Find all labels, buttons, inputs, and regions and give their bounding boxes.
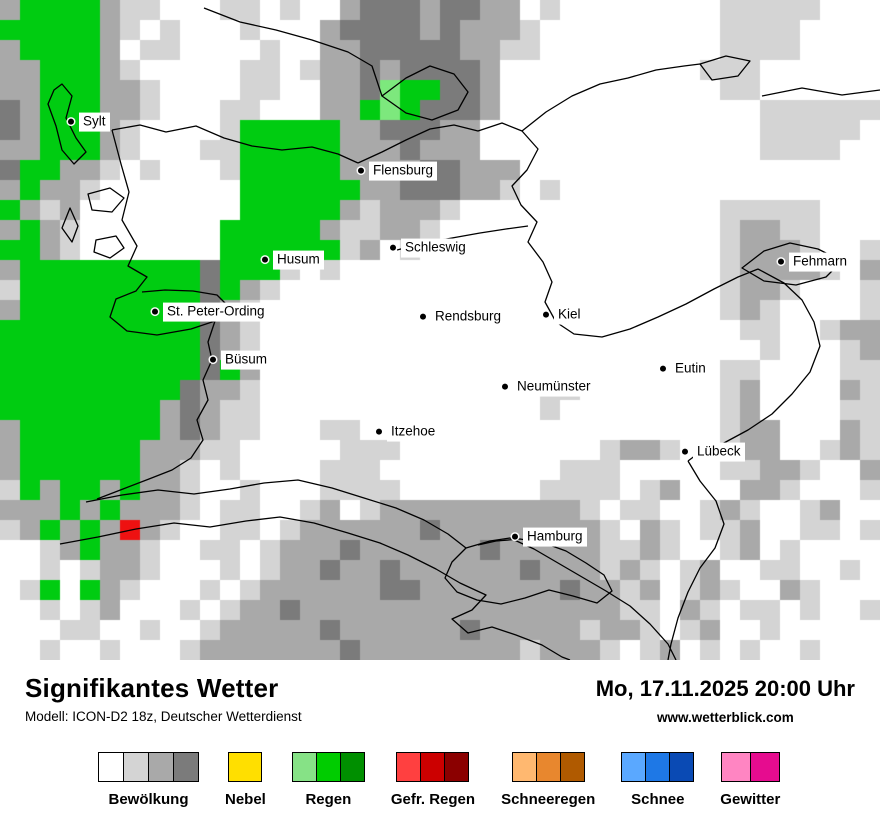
legend-swatch: [749, 752, 780, 782]
city-label: Kiel: [554, 305, 585, 325]
city-marker-hamburg: Hamburg: [512, 527, 587, 547]
legend-swatch: [669, 752, 695, 782]
map-title: Signifikantes Wetter: [25, 673, 279, 703]
legend-swatch-row: [291, 752, 365, 782]
legend-group-regen: Regen: [291, 752, 365, 808]
legend-label: Gewitter: [720, 791, 781, 808]
city-marker-husum: Husum: [262, 250, 324, 270]
legend-group-gewitter: Gewitter: [720, 752, 780, 808]
city-marker-rendsburg: Rendsburg: [420, 307, 506, 327]
city-marker-kiel: Kiel: [543, 305, 585, 325]
city-dot: [152, 309, 158, 315]
city-dot: [210, 357, 216, 363]
model-info: Modell: ICON-D2 18z, Deutscher Wetterdie…: [25, 709, 302, 724]
legend-swatch: [535, 752, 561, 782]
city-label: Sylt: [79, 112, 110, 132]
city-label: Flensburg: [369, 161, 438, 181]
map-footer: Signifikantes Wetter Modell: ICON-D2 18z…: [0, 660, 880, 830]
city-label: Büsum: [221, 350, 272, 370]
city-marker-l-beck: Lübeck: [682, 442, 745, 462]
legend-swatch-row: [228, 752, 263, 782]
legend-swatch: [98, 752, 124, 782]
city-label: Rendsburg: [431, 307, 506, 327]
city-label: Schleswig: [401, 238, 470, 258]
city-label: Lübeck: [693, 442, 745, 462]
legend-group-bew-lkung: Bewölkung: [98, 752, 199, 808]
legend-swatch: [396, 752, 422, 782]
city-marker-flensburg: Flensburg: [358, 161, 438, 181]
valid-datetime: Mo, 17.11.2025 20:00 Uhr: [595, 676, 855, 701]
website-url: www.wetterblick.com: [656, 710, 794, 725]
legend-swatch: [621, 752, 647, 782]
legend-swatch: [720, 752, 751, 782]
city-marker-sylt: Sylt: [68, 112, 110, 132]
legend-swatch-row: [621, 752, 695, 782]
legend-swatch: [228, 752, 263, 782]
legend-group-nebel: Nebel: [225, 752, 266, 808]
legend-label: Regen: [305, 791, 352, 808]
legend-swatch: [148, 752, 174, 782]
city-label: Fehmarn: [789, 252, 852, 272]
legend-group-schneeregen: Schneeregen: [501, 752, 595, 808]
city-label: Neumünster: [513, 377, 595, 397]
legend-group-gefr-regen: Gefr. Regen: [391, 752, 475, 808]
city-label: Itzehoe: [387, 422, 440, 442]
legend-swatch: [444, 752, 470, 782]
city-dot: [682, 449, 688, 455]
legend-swatch-row: [511, 752, 585, 782]
legend-swatch: [420, 752, 446, 782]
city-marker-b-sum: Büsum: [210, 350, 272, 370]
city-dot: [262, 257, 268, 263]
city-dot: [543, 312, 549, 318]
city-marker-st-peter-ording: St. Peter-Ording: [152, 302, 269, 322]
precipitation-cloud-layer: [0, 0, 880, 660]
legend-swatch: [315, 752, 341, 782]
legend-label: Schnee: [631, 791, 685, 808]
weather-legend: Bewölkung Nebel Regen Gefr. Regen Schneerege…: [0, 752, 880, 808]
legend-swatch: [291, 752, 317, 782]
footer-titlebar: Signifikantes Wetter Modell: ICON-D2 18z…: [0, 660, 880, 725]
city-dot: [502, 384, 508, 390]
legend-swatch: [173, 752, 199, 782]
legend-label: Bewölkung: [108, 791, 189, 808]
city-marker-fehmarn: Fehmarn: [778, 252, 852, 272]
legend-swatch: [339, 752, 365, 782]
city-label: Hamburg: [523, 527, 587, 547]
city-dot: [376, 429, 382, 435]
legend-swatch-row: [396, 752, 470, 782]
city-dot: [420, 314, 426, 320]
legend-swatch-row: [98, 752, 199, 782]
city-dot: [512, 534, 518, 540]
city-marker-schleswig: Schleswig: [390, 238, 470, 258]
city-dot: [660, 366, 666, 372]
city-marker-neum-nster: Neumünster: [502, 377, 595, 397]
city-label: Eutin: [671, 359, 710, 379]
legend-swatch: [645, 752, 671, 782]
legend-swatch: [511, 752, 537, 782]
legend-label: Schneeregen: [501, 791, 596, 808]
legend-swatch: [123, 752, 149, 782]
legend-swatch-row: [720, 752, 780, 782]
city-dot: [390, 245, 396, 251]
legend-group-schnee: Schnee: [621, 752, 695, 808]
legend-label: Nebel: [225, 791, 266, 808]
city-dot: [358, 168, 364, 174]
city-label: Husum: [273, 250, 324, 270]
city-marker-eutin: Eutin: [660, 359, 710, 379]
city-dot: [68, 119, 74, 125]
legend-swatch: [559, 752, 585, 782]
legend-label: Gefr. Regen: [390, 791, 476, 808]
city-dot: [778, 259, 784, 265]
weather-map: Sylt Flensburg Schleswig Husum St. Peter-Ord…: [0, 0, 880, 660]
city-marker-itzehoe: Itzehoe: [376, 422, 440, 442]
city-label: St. Peter-Ording: [163, 302, 269, 322]
